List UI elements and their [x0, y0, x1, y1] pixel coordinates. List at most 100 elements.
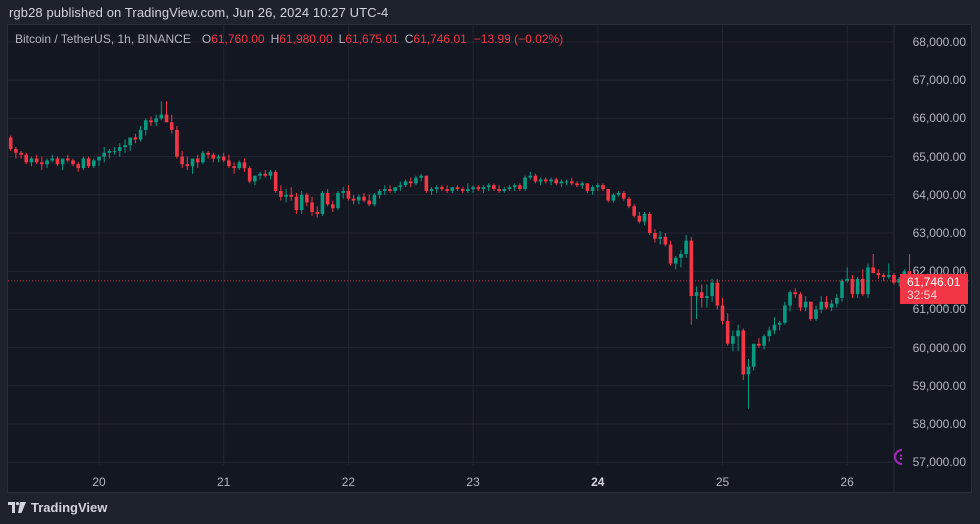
time-axis-label: 25: [715, 475, 730, 489]
candle-body-down: [741, 330, 746, 375]
candle-body-up: [341, 190, 346, 193]
candle-body-down: [518, 185, 522, 190]
symbol-name[interactable]: Bitcoin / TetherUS, 1h, BINANCE: [15, 32, 191, 46]
candle-body-up: [268, 171, 273, 176]
candle-body-down: [40, 162, 44, 165]
candle-body-up: [616, 192, 621, 195]
candle-body-down: [362, 196, 366, 201]
price-axis-label: 67,000.00: [912, 73, 966, 88]
candle-body-up: [81, 158, 86, 169]
candle-body-down: [221, 156, 226, 161]
candle-body-up: [705, 296, 709, 298]
candle-body-down: [331, 204, 335, 209]
candle-body-up: [596, 185, 600, 188]
candle-body-up: [736, 330, 740, 337]
candle-body-down: [798, 294, 803, 308]
candle-body-up: [356, 196, 361, 201]
candle-body-down: [180, 156, 184, 165]
candle-body-down: [310, 202, 314, 212]
candle-body-down: [164, 114, 169, 123]
price-axis-label: 63,000.00: [912, 226, 966, 240]
time-axis-label: 22: [341, 475, 356, 489]
candle-body-down: [279, 190, 283, 197]
candle-body-down: [367, 200, 371, 205]
candle-body-down: [585, 183, 590, 191]
time-axis-label: 24: [591, 475, 605, 489]
last-price-value: 61,746.01: [907, 275, 961, 289]
chart-pane[interactable]: [7, 24, 972, 493]
candle-body-up: [590, 187, 595, 191]
candle-body-up: [886, 275, 891, 277]
tradingview-logo-icon: [8, 502, 26, 513]
candle-body-down: [24, 154, 29, 163]
candle-body-up: [429, 189, 434, 191]
price-axis-label: 58,000.00: [912, 417, 966, 431]
candle-body-down: [725, 320, 730, 344]
candle-body-up: [377, 190, 382, 195]
candle-body-down: [689, 240, 694, 297]
candle-body-up: [190, 158, 195, 167]
candle-body-down: [149, 120, 153, 123]
candle-body-up: [486, 185, 491, 188]
candle-body-down: [346, 190, 351, 199]
candle-body-up: [320, 192, 325, 214]
candle-body-down: [492, 185, 496, 190]
candle-body-up: [642, 213, 647, 222]
candle-body-up: [398, 185, 403, 188]
candle-body-down: [850, 278, 855, 295]
candle-body-down: [388, 189, 392, 191]
candle-body-up: [658, 236, 662, 239]
candle-body-down: [699, 292, 704, 298]
indicator-badge-icon[interactable]: [891, 448, 905, 466]
candle-body-down: [211, 154, 216, 159]
candle-body-down: [720, 305, 725, 321]
candle-body-down: [809, 301, 813, 319]
candle-body-down: [175, 129, 179, 157]
candle-body-down: [715, 282, 720, 306]
last-price-tag: 61,746.01 32:54: [900, 274, 968, 304]
candle-body-down: [601, 185, 605, 190]
candle-body-up: [502, 189, 507, 191]
candle-body-up: [564, 181, 569, 183]
close-label: C: [404, 32, 414, 46]
candle-body-up: [434, 187, 439, 190]
bar-countdown: 32:54: [907, 288, 938, 302]
candle-body-down: [757, 343, 761, 346]
candle-body-down: [907, 271, 912, 276]
candle-body-down: [133, 137, 138, 140]
candle-body-up: [393, 187, 397, 191]
candle-body-up: [414, 177, 418, 184]
close-value: 61,746.01: [413, 32, 467, 46]
candle-body-up: [112, 150, 117, 152]
candle-body-up: [29, 158, 34, 163]
candle-body-down: [263, 173, 268, 176]
candle-body-down: [445, 189, 449, 191]
price-axis-label: 68,000.00: [912, 35, 966, 49]
candle-body-down: [575, 183, 579, 186]
tradingview-logo[interactable]: TradingView: [8, 500, 107, 515]
candle-body-down: [227, 160, 231, 167]
time-axis-label: 23: [466, 475, 480, 489]
candle-body-up: [159, 114, 164, 119]
candle-body-down: [19, 152, 23, 155]
candle-body-down: [627, 198, 631, 207]
low-label: L: [338, 32, 346, 46]
candle-body-up: [419, 175, 423, 178]
candle-body-down: [668, 244, 673, 264]
candle-body-down: [71, 160, 75, 165]
candle-body-down: [455, 187, 460, 190]
candle-body-up: [507, 187, 512, 190]
open-label: O: [201, 32, 212, 46]
candle-body-down: [351, 198, 356, 201]
candle-body-down: [315, 211, 320, 214]
price-axis-label: 57,000.00: [912, 455, 966, 470]
candle-body-up: [538, 179, 543, 182]
candle-body-down: [653, 233, 657, 239]
candle-body-up: [762, 336, 766, 346]
candle-body-down: [881, 275, 886, 277]
candle-body-down: [544, 179, 548, 182]
candle-body-down: [305, 194, 309, 203]
candle-body-down: [55, 158, 60, 165]
candle-body-up: [866, 267, 870, 295]
